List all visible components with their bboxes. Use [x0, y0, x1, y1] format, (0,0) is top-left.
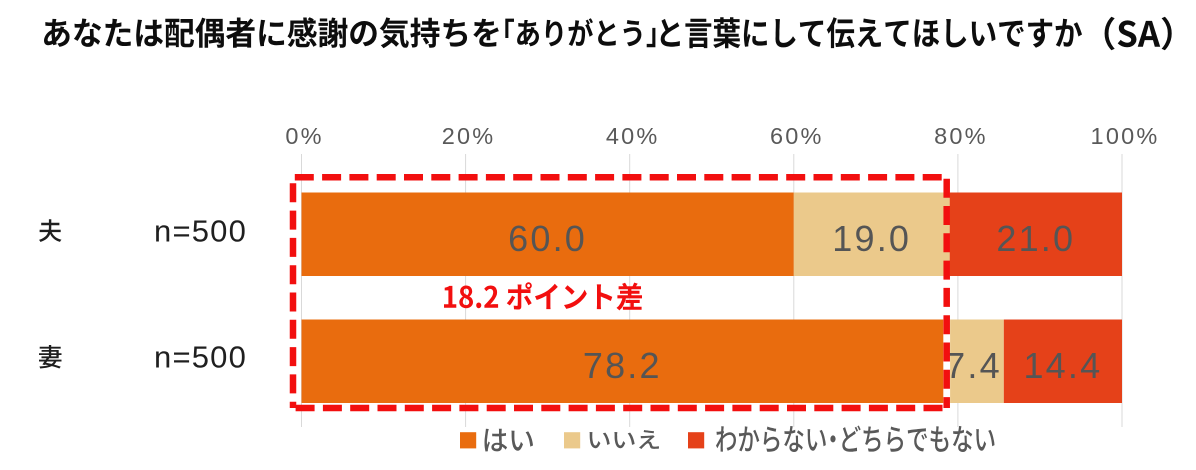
- svg-text:60%: 60%: [770, 123, 824, 149]
- svg-text:n=500: n=500: [154, 214, 247, 249]
- svg-text:78.2: 78.2: [583, 345, 662, 386]
- svg-text:20%: 20%: [442, 123, 496, 149]
- svg-text:80%: 80%: [934, 123, 988, 149]
- svg-text:21.0: 21.0: [996, 218, 1075, 259]
- svg-text:40%: 40%: [606, 123, 660, 149]
- svg-text:60.0: 60.0: [508, 218, 587, 259]
- svg-text:n=500: n=500: [154, 340, 247, 375]
- svg-text:14.4: 14.4: [1023, 345, 1102, 386]
- svg-text:7.4: 7.4: [945, 345, 1002, 386]
- svg-text:100%: 100%: [1091, 123, 1160, 149]
- svg-text:19.0: 19.0: [832, 218, 911, 259]
- svg-text:0%: 0%: [285, 123, 323, 149]
